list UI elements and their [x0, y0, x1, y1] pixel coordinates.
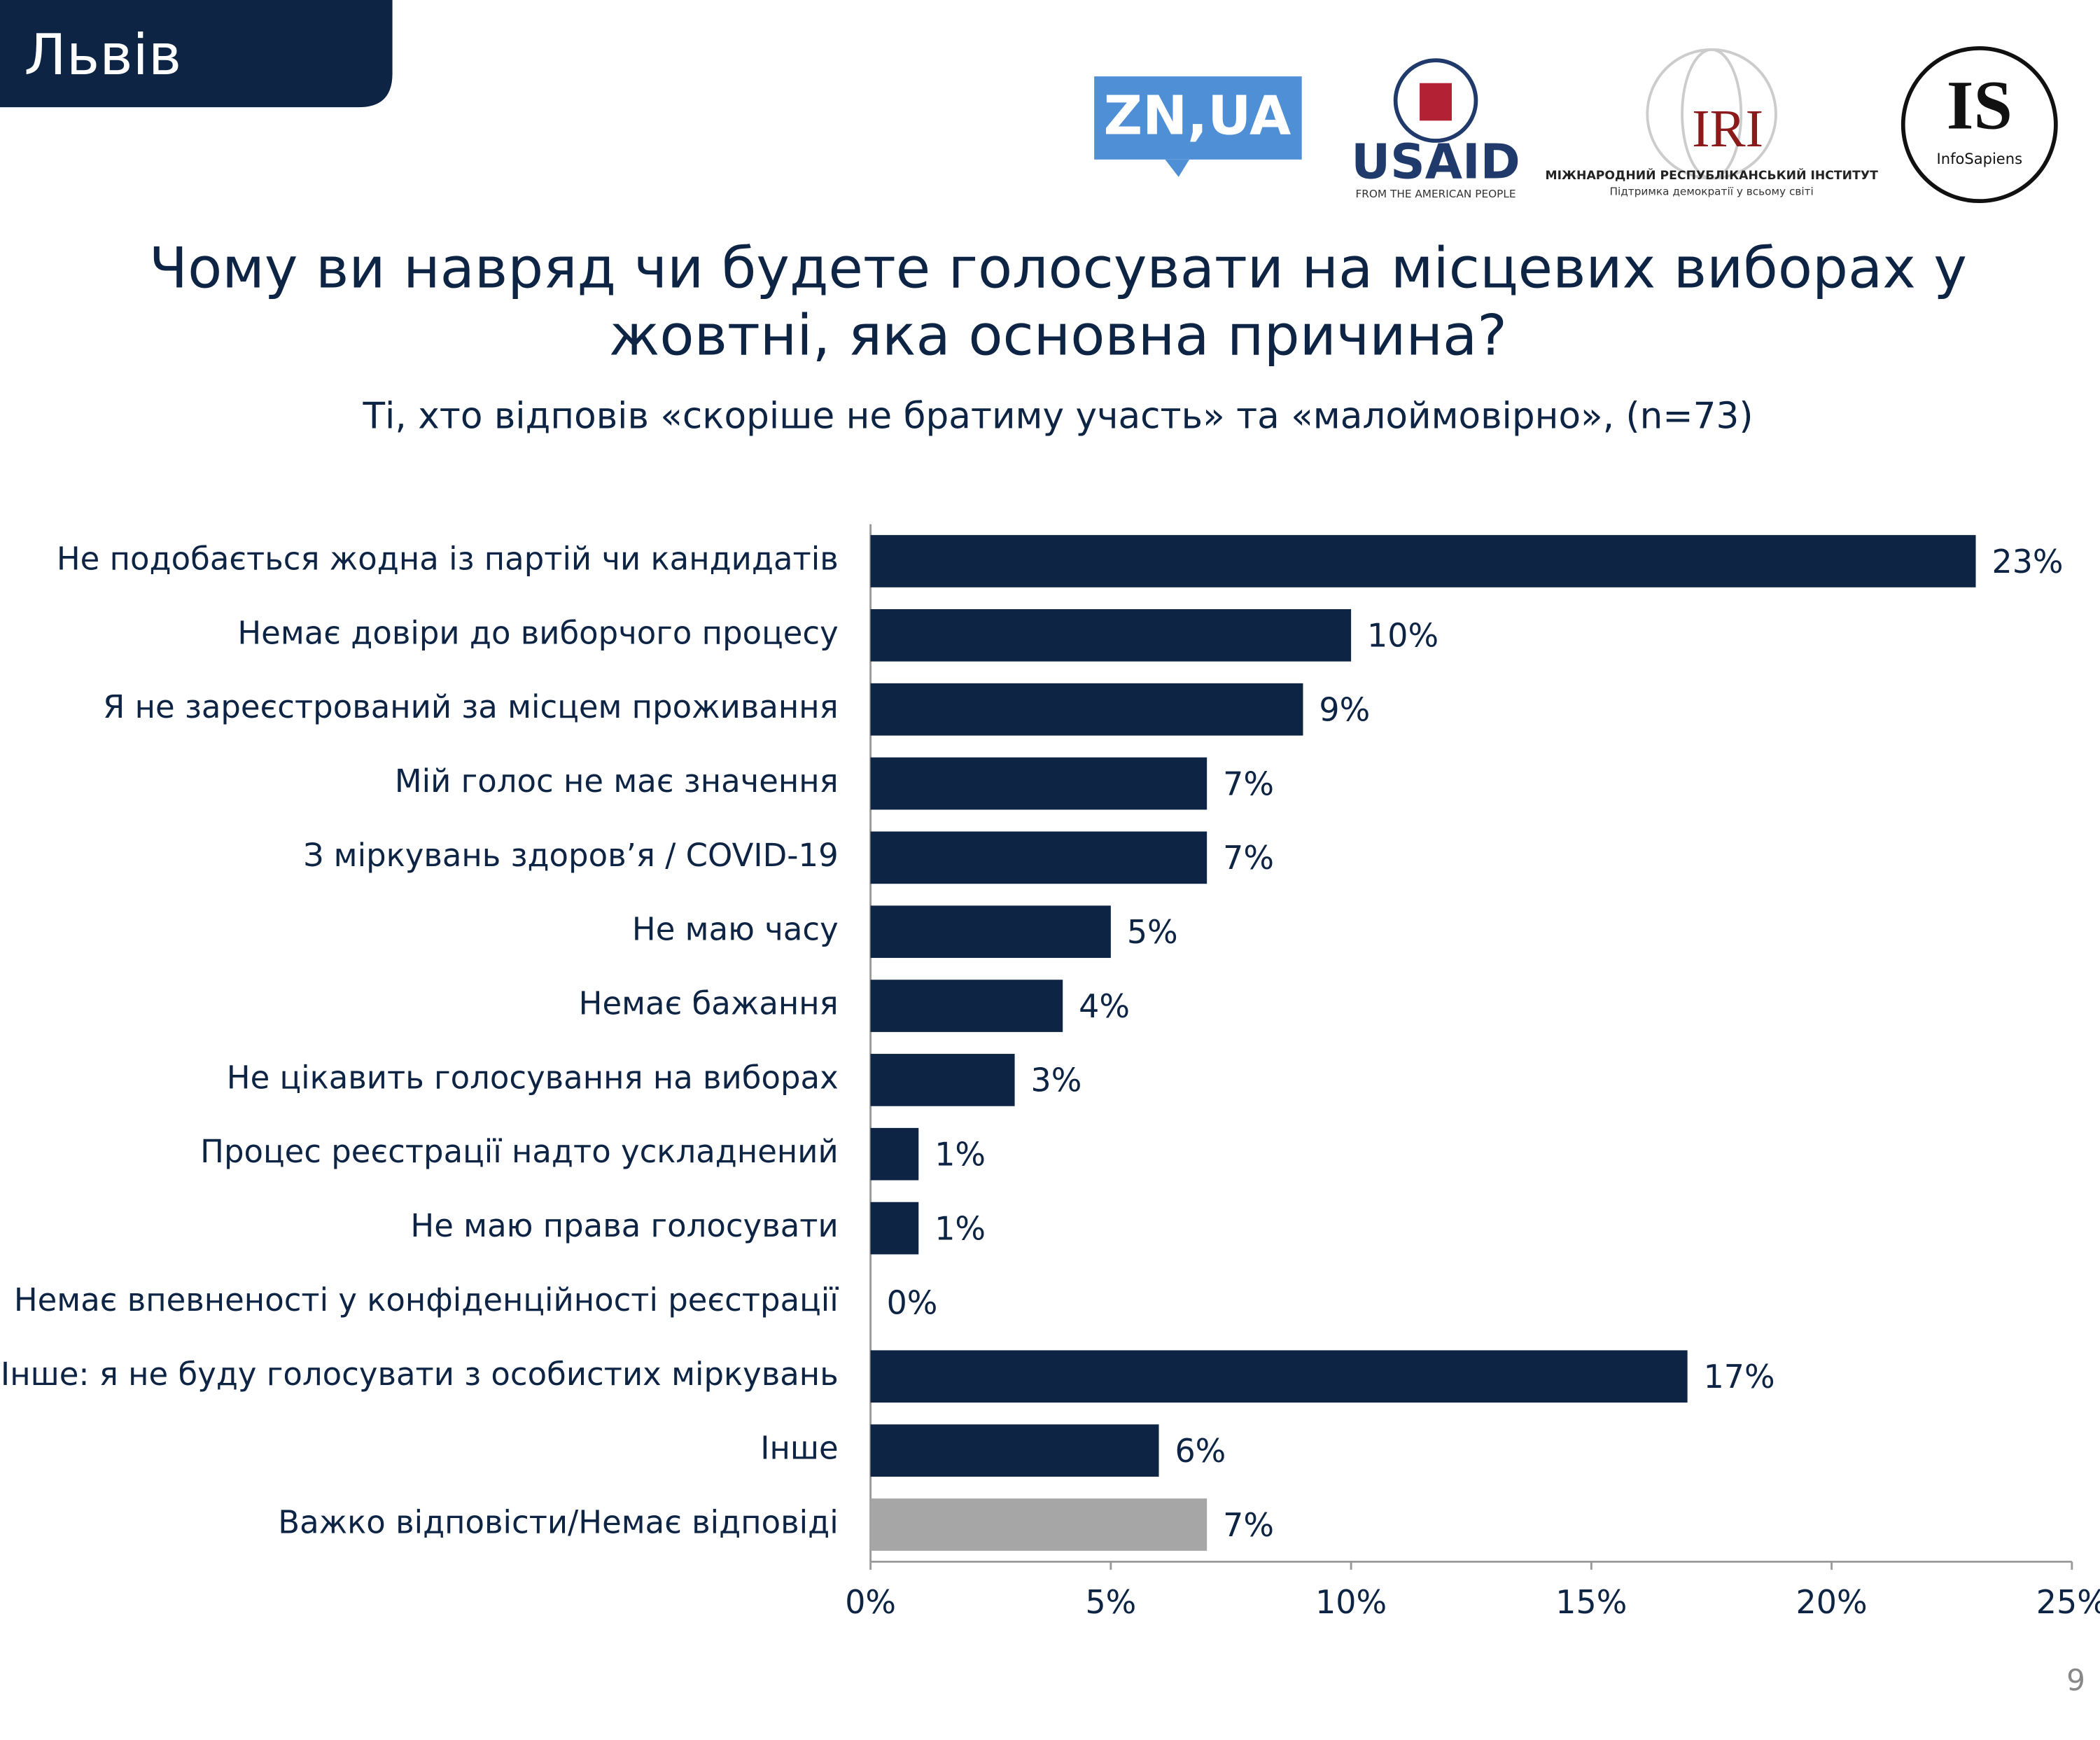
- y-tick-label: Немає впевненості у конфіденційності реє…: [14, 1281, 839, 1318]
- iri-name: МІЖНАРОДНИЙ РЕСПУБЛІКАНСЬКИЙ ІНСТИТУТ: [1545, 167, 1878, 183]
- x-tick-label: 15%: [1555, 1583, 1627, 1621]
- is-logo-ring: [1900, 46, 2058, 204]
- y-tick-label: З міркувань здоров’я / COVID-19: [304, 837, 839, 874]
- x-tick-label: 10%: [1315, 1583, 1387, 1621]
- zn-logo-box: [1094, 76, 1302, 160]
- bar: [870, 683, 1303, 736]
- x-tick-label: 0%: [845, 1583, 896, 1621]
- y-tick-label: Важко відповісти/Немає відповіді: [278, 1503, 838, 1540]
- value-label: 7%: [1223, 1506, 1274, 1544]
- chart-title: жовтні, яка основна причина?: [609, 302, 1507, 368]
- value-label: 17%: [1704, 1358, 1775, 1396]
- usaid-tagline: FROM THE AMERICAN PEOPLE: [1355, 188, 1516, 200]
- bar: [870, 905, 1111, 959]
- y-tick-label: Процес реєстрації надто ускладнений: [200, 1133, 839, 1170]
- usaid-logo-text: USAID: [1351, 134, 1520, 190]
- is-logo-text: IS: [1947, 67, 2012, 144]
- x-tick-label: 20%: [1796, 1583, 1868, 1621]
- value-label: 1%: [934, 1136, 986, 1174]
- bar: [870, 980, 1063, 1032]
- chart-subtitle: Ті, хто відповів «скоріше не братиму уча…: [362, 395, 1753, 437]
- y-tick-label: Не маю часу: [632, 911, 839, 948]
- bar: [870, 1498, 1208, 1551]
- bar: [870, 831, 1208, 884]
- y-tick-label: Я не зареєстрований за місцем проживання: [103, 688, 839, 725]
- iri-logo-text: IRI: [1692, 99, 1763, 158]
- y-tick-label: Мій голос не має значення: [395, 763, 839, 800]
- y-tick-label: Немає довіри до виборчого процесу: [237, 614, 838, 651]
- y-tick-label: Не подобається жодна із партій чи кандид…: [57, 540, 839, 577]
- bar: [870, 1202, 919, 1255]
- bar: [870, 608, 1352, 662]
- value-label: 7%: [1223, 765, 1274, 802]
- bar: [870, 1424, 1159, 1477]
- value-label: 1%: [934, 1209, 986, 1247]
- bar: [870, 1054, 1015, 1106]
- value-label: 5%: [1127, 913, 1178, 951]
- city: Львів: [24, 22, 181, 88]
- value-label: 10%: [1367, 617, 1438, 655]
- zn-logo-tail: [1165, 159, 1189, 177]
- value-label: 7%: [1223, 839, 1274, 877]
- bar: [870, 535, 1976, 587]
- bar: [870, 1350, 1688, 1403]
- is-name: InfoSapiens: [1937, 150, 2023, 167]
- y-tick-label: Не цікавить голосування на виборах: [227, 1059, 839, 1096]
- bar: [870, 757, 1208, 810]
- page-number: 9: [2066, 1663, 2085, 1697]
- y-tick-label: Немає бажання: [579, 985, 839, 1022]
- y-tick-label: Інше: [760, 1430, 838, 1467]
- chart-title: Чому ви навряд чи будете голосувати на м…: [149, 235, 1967, 301]
- x-tick-label: 5%: [1085, 1583, 1136, 1621]
- bar: [870, 1127, 919, 1181]
- y-tick-label: Не маю права голосувати: [410, 1207, 838, 1244]
- value-label: 6%: [1175, 1432, 1226, 1470]
- usaid-seal-shield: [1420, 83, 1452, 121]
- value-label: 23%: [1991, 543, 2063, 580]
- value-label: 9%: [1319, 690, 1370, 728]
- x-tick-label: 25%: [2036, 1583, 2100, 1621]
- header-box: [0, 0, 393, 108]
- value-label: 4%: [1079, 987, 1130, 1025]
- iri-tagline: Підтримка демократії у всьому світі: [1609, 185, 1813, 197]
- value-label: 3%: [1031, 1062, 1082, 1099]
- zn-logo-text: ZN,UA: [1104, 85, 1292, 147]
- y-tick-label: Інше: я не буду голосувати з особистих м…: [1, 1356, 839, 1393]
- iri-globe-meridian: [1681, 48, 1743, 180]
- value-label: 0%: [887, 1283, 938, 1321]
